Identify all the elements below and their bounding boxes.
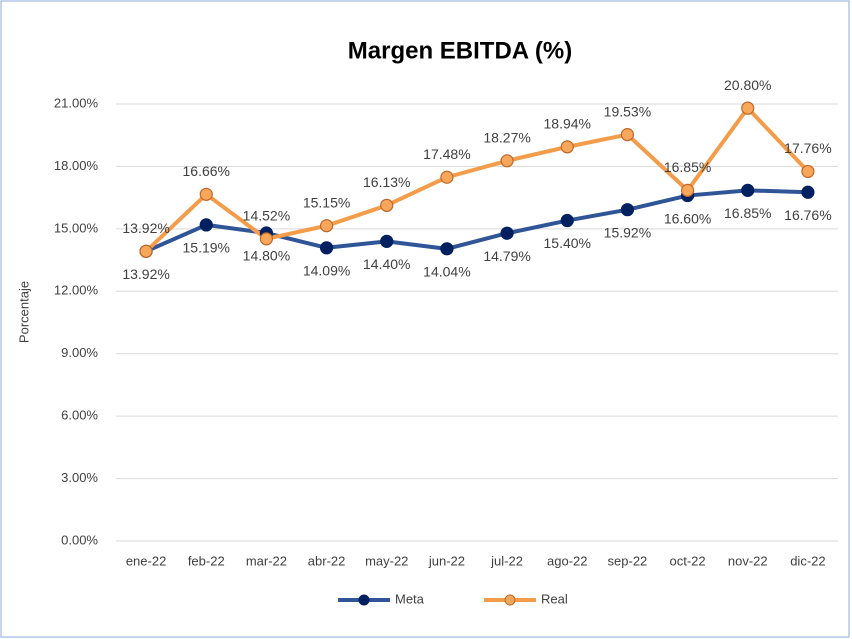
- data-point: [741, 101, 755, 115]
- x-tick-label: ene-22: [126, 553, 166, 568]
- data-label: 16.13%: [363, 174, 410, 190]
- data-point: [319, 241, 334, 255]
- x-tick-label: ago-22: [547, 553, 587, 568]
- x-tick-label: mar-22: [246, 553, 287, 568]
- y-tick-label: 6.00%: [61, 408, 98, 423]
- legend-marker: [358, 594, 370, 606]
- data-label: 14.79%: [483, 248, 530, 264]
- x-tick-label: may-22: [365, 553, 408, 568]
- x-tick-label: nov-22: [728, 553, 768, 568]
- legend-marker: [504, 594, 516, 606]
- data-label: 13.92%: [122, 220, 169, 236]
- y-tick-label: 12.00%: [54, 283, 99, 298]
- y-tick-label: 3.00%: [61, 470, 98, 485]
- legend-label: Meta: [395, 591, 425, 606]
- x-tick-label: sep-22: [608, 553, 648, 568]
- data-label: 14.04%: [423, 264, 470, 280]
- data-point: [380, 198, 394, 212]
- data-label: 14.52%: [243, 208, 290, 224]
- data-label: 15.40%: [544, 235, 591, 251]
- data-label: 15.92%: [604, 224, 651, 240]
- y-tick-label: 21.00%: [54, 95, 99, 110]
- data-point: [801, 164, 815, 179]
- data-label: 15.15%: [303, 194, 350, 210]
- y-tick-label: 9.00%: [61, 345, 98, 360]
- data-point: [620, 127, 635, 142]
- x-tick-label: dic-22: [790, 553, 825, 568]
- data-point: [440, 170, 454, 184]
- data-label: 14.09%: [303, 262, 350, 278]
- data-point: [560, 140, 574, 154]
- x-tick-label: jun-22: [428, 553, 465, 568]
- data-label: 15.19%: [183, 240, 230, 256]
- data-label: 18.27%: [483, 130, 530, 146]
- data-label: 18.94%: [544, 116, 591, 132]
- data-label: 16.66%: [183, 163, 230, 179]
- data-point: [319, 219, 334, 233]
- data-point: [500, 226, 514, 240]
- data-point: [199, 218, 213, 232]
- data-point: [741, 183, 755, 197]
- y-axis-label: Porcentaje: [16, 281, 31, 343]
- data-point: [680, 183, 695, 197]
- y-tick-label: 18.00%: [54, 158, 99, 173]
- chart-title: Margen EBITDA (%): [348, 37, 572, 64]
- data-label: 14.80%: [243, 248, 290, 264]
- data-point: [259, 232, 274, 246]
- data-point: [440, 242, 454, 256]
- data-point: [139, 244, 153, 258]
- data-label: 16.85%: [664, 159, 711, 175]
- y-tick-label: 15.00%: [54, 220, 99, 235]
- x-tick-label: oct-22: [670, 553, 706, 568]
- data-label: 16.76%: [784, 207, 831, 223]
- x-tick-label: jul-22: [490, 553, 523, 568]
- legend-label: Real: [541, 591, 568, 606]
- series-line: [144, 106, 810, 253]
- data-label: 13.92%: [122, 266, 169, 282]
- data-label: 16.85%: [724, 205, 771, 221]
- data-point: [620, 203, 635, 217]
- data-label: 20.80%: [724, 77, 771, 93]
- data-label: 17.76%: [784, 140, 831, 156]
- data-point: [500, 154, 514, 168]
- data-label: 17.48%: [423, 146, 470, 162]
- data-label: 19.53%: [604, 103, 651, 119]
- data-point: [560, 213, 574, 228]
- x-tick-label: abr-22: [308, 553, 346, 568]
- y-tick-label: 0.00%: [61, 532, 98, 547]
- data-label: 16.60%: [664, 210, 711, 226]
- x-tick-label: feb-22: [188, 553, 225, 568]
- data-point: [199, 187, 213, 201]
- data-point: [380, 234, 394, 248]
- data-label: 14.40%: [363, 256, 410, 272]
- data-point: [801, 185, 815, 199]
